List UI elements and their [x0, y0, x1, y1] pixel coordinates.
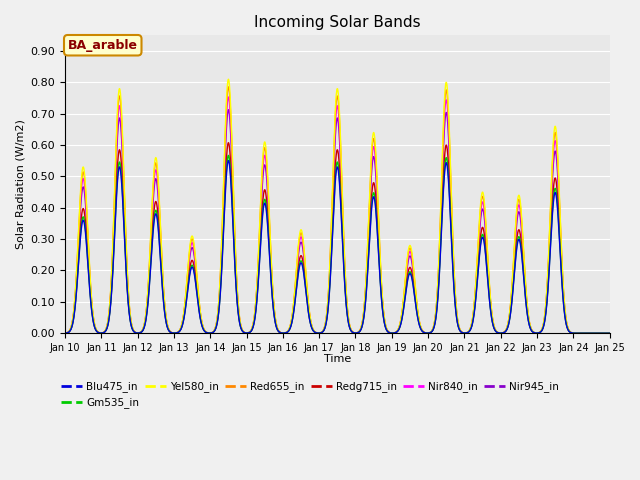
Gm535_in — [595, 330, 603, 336]
Nir840_in — [61, 330, 69, 336]
Blu475_in — [61, 330, 69, 336]
Nir945_in — [156, 216, 163, 222]
Line: Blu475_in: Blu475_in — [65, 160, 610, 333]
Line: Red655_in: Red655_in — [65, 87, 610, 333]
Blu475_in — [225, 157, 232, 163]
Yel580_in — [606, 330, 614, 336]
Blu475_in — [606, 330, 614, 336]
Blu475_in — [124, 286, 131, 291]
Nir840_in — [606, 330, 614, 336]
Nir945_in — [61, 330, 69, 336]
Y-axis label: Solar Radiation (W/m2): Solar Radiation (W/m2) — [15, 120, 25, 249]
Line: Nir945_in: Nir945_in — [65, 110, 610, 333]
Line: Yel580_in: Yel580_in — [65, 79, 610, 333]
Blu475_in — [595, 330, 603, 336]
Yel580_in — [156, 200, 163, 206]
Nir945_in — [536, 329, 544, 335]
Red655_in — [156, 204, 163, 210]
Blu475_in — [294, 276, 301, 282]
Red655_in — [124, 266, 131, 272]
Blu475_in — [270, 312, 278, 318]
Text: BA_arable: BA_arable — [68, 39, 138, 52]
Title: Incoming Solar Bands: Incoming Solar Bands — [254, 15, 420, 30]
Red655_in — [536, 329, 544, 335]
Nir945_in — [124, 272, 131, 278]
Gm535_in — [225, 153, 232, 158]
Nir840_in — [124, 269, 131, 275]
Redg715_in — [270, 310, 278, 316]
Yel580_in — [294, 250, 301, 256]
Nir840_in — [270, 305, 278, 311]
Nir840_in — [595, 330, 603, 336]
X-axis label: Time: Time — [324, 354, 351, 364]
Nir945_in — [294, 260, 301, 265]
Yel580_in — [595, 330, 603, 336]
Yel580_in — [61, 330, 69, 336]
Redg715_in — [606, 330, 614, 336]
Red655_in — [606, 330, 614, 336]
Redg715_in — [536, 329, 544, 335]
Nir840_in — [225, 94, 232, 100]
Gm535_in — [124, 284, 131, 290]
Yel580_in — [536, 329, 544, 335]
Red655_in — [61, 330, 69, 336]
Red655_in — [595, 330, 603, 336]
Line: Redg715_in: Redg715_in — [65, 143, 610, 333]
Nir945_in — [595, 330, 603, 336]
Nir840_in — [294, 256, 301, 262]
Redg715_in — [294, 270, 301, 276]
Gm535_in — [606, 330, 614, 336]
Red655_in — [294, 252, 301, 258]
Red655_in — [225, 84, 232, 90]
Redg715_in — [595, 330, 603, 336]
Red655_in — [270, 304, 278, 310]
Nir945_in — [606, 330, 614, 336]
Redg715_in — [61, 330, 69, 336]
Line: Gm535_in: Gm535_in — [65, 156, 610, 333]
Gm535_in — [536, 329, 544, 335]
Nir945_in — [225, 107, 232, 113]
Legend: Blu475_in, Gm535_in, Yel580_in, Red655_in, Redg715_in, Nir840_in, Nir945_in: Blu475_in, Gm535_in, Yel580_in, Red655_i… — [57, 377, 563, 412]
Redg715_in — [124, 281, 131, 287]
Line: Nir840_in: Nir840_in — [65, 97, 610, 333]
Yel580_in — [225, 76, 232, 82]
Redg715_in — [156, 233, 163, 239]
Blu475_in — [156, 242, 163, 248]
Yel580_in — [270, 303, 278, 309]
Redg715_in — [225, 140, 232, 145]
Nir840_in — [536, 329, 544, 335]
Gm535_in — [270, 312, 278, 317]
Gm535_in — [61, 330, 69, 336]
Blu475_in — [536, 329, 544, 335]
Nir840_in — [156, 209, 163, 215]
Yel580_in — [124, 264, 131, 270]
Gm535_in — [156, 240, 163, 245]
Gm535_in — [294, 274, 301, 280]
Nir945_in — [270, 306, 278, 312]
